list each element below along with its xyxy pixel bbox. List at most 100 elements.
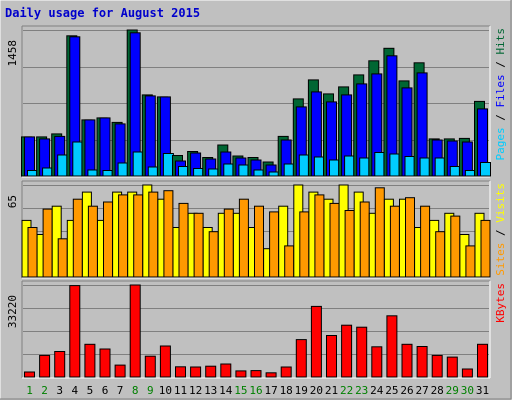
panel-hits-files-pages: 1458 Pages / Files / Hits — [6, 25, 507, 178]
bar-pages-day-7 — [117, 162, 129, 177]
day-label-2: 2 — [41, 384, 48, 397]
day-labels: 1 2 3 4 5 6 7 8 9 10 11 12 13 14 15 16 17 18 19 20 21 22 23 24 2… — [26, 384, 489, 397]
day-label-8: 8 — [132, 384, 139, 397]
bar-kbytes-day-29 — [446, 356, 458, 378]
day-label-24: 24 — [370, 384, 384, 397]
bar-sites-day-28 — [435, 231, 446, 278]
bar-sites-day-1 — [27, 227, 38, 278]
bar-pages-day-24 — [374, 152, 386, 177]
day-label-4: 4 — [71, 384, 78, 397]
day-label-21: 21 — [325, 384, 338, 397]
chart-title: Daily usage for August 2015 — [5, 6, 200, 20]
bar-kbytes-day-18 — [280, 366, 292, 378]
bar-kbytes-day-27 — [416, 346, 428, 378]
bar-kbytes-day-14 — [220, 363, 232, 378]
day-label-17: 17 — [264, 384, 277, 397]
chart-panels: 1458 Pages / Files / Hits 65 Sites / Visits… — [6, 25, 507, 379]
day-label-6: 6 — [102, 384, 109, 397]
bar-sites-day-10 — [163, 190, 174, 278]
bar-files-day-6 — [99, 117, 111, 177]
bar-pages-day-27 — [419, 157, 431, 177]
day-label-15: 15 — [234, 384, 247, 397]
bar-kbytes-day-4 — [69, 285, 81, 378]
day-label-22: 22 — [340, 384, 353, 397]
legend-entry: Files — [494, 74, 507, 107]
bar-kbytes-day-30 — [461, 368, 473, 378]
day-label-3: 3 — [56, 384, 63, 397]
bar-sites-day-21 — [329, 202, 340, 278]
day-label-20: 20 — [310, 384, 323, 397]
bar-kbytes-day-21 — [326, 335, 337, 378]
bar-pages-day-2 — [42, 167, 54, 177]
day-label-7: 7 — [117, 384, 124, 397]
day-label-11: 11 — [174, 384, 187, 397]
bar-kbytes-day-20 — [310, 305, 322, 378]
y-max-label: 65 — [6, 195, 19, 208]
bar-kbytes-day-22 — [341, 324, 353, 378]
bar-pages-day-11 — [178, 166, 189, 177]
day-label-14: 14 — [219, 384, 233, 397]
bar-pages-day-30 — [464, 170, 476, 177]
day-label-26: 26 — [400, 384, 413, 397]
bar-visits-day-18 — [278, 205, 289, 278]
bar-kbytes-day-17 — [265, 372, 277, 378]
bar-pages-day-17 — [268, 171, 280, 177]
bar-pages-day-12 — [193, 168, 205, 177]
bar-kbytes-day-1 — [24, 371, 35, 378]
bar-sites-day-17 — [269, 211, 280, 278]
bar-kbytes-day-8 — [129, 284, 141, 378]
bar-sites-day-18 — [284, 245, 295, 278]
bar-sites-day-7 — [118, 194, 129, 278]
bar-pages-day-1 — [27, 170, 38, 177]
bar-pages-day-16 — [253, 169, 265, 177]
bar-kbytes-day-24 — [371, 346, 383, 378]
bar-pages-day-18 — [283, 163, 295, 177]
bar-sites-day-14 — [223, 208, 234, 278]
bar-kbytes-day-9 — [144, 355, 156, 378]
bar-kbytes-day-28 — [431, 354, 443, 378]
bar-sites-day-25 — [389, 205, 400, 278]
bar-pages-day-19 — [298, 154, 310, 177]
bar-sites-day-2 — [42, 208, 53, 278]
bar-pages-day-21 — [329, 159, 340, 177]
bar-pages-day-8 — [132, 151, 144, 177]
bar-pages-day-22 — [344, 155, 356, 177]
bar-kbytes-day-15 — [235, 370, 247, 378]
day-label-12: 12 — [189, 384, 202, 397]
bar-kbytes-day-2 — [39, 354, 51, 378]
bar-pages-day-13 — [208, 168, 220, 177]
bar-pages-day-20 — [313, 156, 325, 177]
bar-kbytes-day-11 — [175, 366, 186, 378]
bar-kbytes-day-5 — [84, 343, 96, 378]
series-legend: KBytes — [494, 283, 507, 323]
bar-files-day-5 — [84, 119, 96, 177]
series-legend: Sites / Visits — [494, 183, 507, 276]
bar-kbytes-day-25 — [386, 315, 398, 378]
bar-pages-day-9 — [147, 166, 159, 177]
day-label-29: 29 — [446, 384, 459, 397]
bar-sites-day-26 — [405, 197, 415, 278]
legend-entry: Sites — [494, 243, 507, 276]
series-legend: Pages / Files / Hits — [494, 28, 507, 161]
bar-pages-day-4 — [72, 141, 84, 177]
bar-sites-day-22 — [344, 210, 355, 278]
bar-sites-day-19 — [299, 211, 310, 278]
panel-visits-sites: 65 Sites / Visits — [6, 180, 507, 279]
day-label-5: 5 — [87, 384, 94, 397]
legend-entry: Pages — [494, 127, 507, 160]
panel-kbytes: 33220 KBytes — [6, 280, 507, 379]
bar-pages-day-25 — [389, 153, 401, 177]
bar-pages-day-10 — [162, 153, 174, 177]
bar-kbytes-day-26 — [401, 343, 413, 378]
bar-pages-day-15 — [238, 164, 250, 177]
bar-sites-day-23 — [359, 201, 370, 278]
legend-entry: Visits — [494, 183, 507, 223]
bar-pages-day-28 — [434, 157, 446, 177]
day-label-13: 13 — [204, 384, 217, 397]
day-label-23: 23 — [355, 384, 368, 397]
legend-entry: / — [494, 55, 507, 75]
bar-pages-day-5 — [87, 169, 99, 177]
bar-sites-day-15 — [238, 198, 249, 278]
